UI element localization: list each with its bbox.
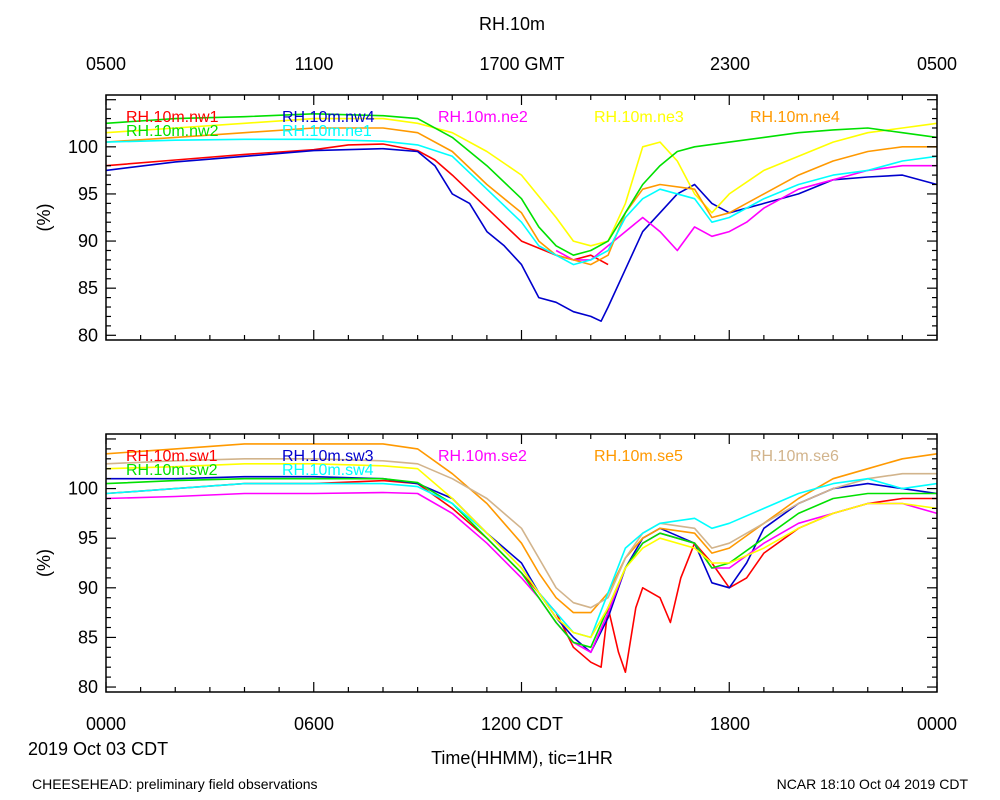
series-line-RH-10m-nw4 [105,147,938,323]
footer-left: CHEESEHEAD: preliminary field observatio… [32,776,318,792]
y-tick-label: 100 [68,137,98,157]
x-ticks [105,434,938,692]
legend: RH.10m.nw1 RH.10m.nw4 RH.10m.ne2 RH.10m.ne3… [126,109,840,140]
series-line-RH-10m-sw2 [105,477,937,649]
bottom-axis-label: 0000 [86,714,126,734]
y-tick-label: 80 [78,677,98,697]
y-tick-label: 95 [78,184,98,204]
y-axis: 80 85 90 95 100 (%) [34,438,937,697]
series-line-RH-10m-ne3 [105,117,938,247]
series-line-RH-10m-sw3 [106,475,938,654]
y-axis-title: (%) [34,204,54,232]
x-axis-title: Time(HHMM), tic=1HR [431,748,613,768]
legend-entry: RH.10m.ne4 [750,109,840,126]
legend-entry: RH.10m.sw2 [126,462,218,479]
series-line-RH-10m-se2 [105,491,938,654]
y-tick-label: 90 [78,578,98,598]
legend-entry: RH.10m.nw1 [126,109,219,126]
legend: RH.10m.sw1 RH.10m.sw3 RH.10m.se2 RH.10m.se5… [126,448,839,479]
y-tick-label: 95 [78,528,98,548]
series-line-RH-10m-se6 [105,457,937,609]
series-line-RH-10m-sw1 [105,479,937,674]
legend-entry: RH.10m.ne2 [438,109,528,126]
bottom-axis-label: 0000 [917,714,957,734]
top-axis-label: 1100 [295,54,334,74]
series-line-RH-10m-se3 [105,462,938,639]
footer-right: NCAR 18:10 Oct 04 2019 CDT [777,776,969,792]
legend-entry: RH.10m.sw1 [126,448,218,465]
bottom-axis-label: 1200 CDT [481,714,563,734]
legend-entry: RH.10m.ne3 [594,109,684,126]
series-line-RH-10m-ne2 [555,164,937,261]
y-tick-label: 90 [78,231,98,251]
legend-entry: RH.10m.nw2 [126,123,219,140]
legend-entry: RH.10m.sw3 [282,448,374,465]
series-lines [105,443,938,674]
top-axis-label: 2300 [710,54,750,74]
y-axis-title: (%) [34,549,54,577]
legend-entry: RH.10m.nw4 [282,109,375,126]
bottom-axis-label: 0600 [294,714,334,734]
series-lines [105,113,938,323]
y-tick-label: 80 [78,325,98,345]
series-line-RH-10m-ne4 [105,127,937,266]
legend-entry: RH.10m.se6 [750,448,839,465]
top-axis-label: 0500 [917,54,957,74]
x-ticks [105,95,938,340]
series-line-RH-10m-ne1 [105,138,938,266]
bottom-axis-labels: 0000 0600 1200 CDT 1800 0000 [86,714,957,734]
y-tick-label: 100 [68,479,98,499]
y-axis: 80 85 90 95 100 (%) [34,99,937,345]
date-label: 2019 Oct 03 CDT [28,739,168,759]
legend-entry: RH.10m.sw4 [282,462,374,479]
legend-entry: RH.10m.se5 [594,448,683,465]
bottom-axis-label: 1800 [710,714,750,734]
legend-entry: RH.10m.ne1 [282,123,372,140]
top-axis-label: 0500 [86,54,126,74]
y-tick-label: 85 [78,627,98,647]
y-tick-label: 85 [78,278,98,298]
chart-title: RH.10m [479,14,545,34]
top-axis-label: 1700 GMT [479,54,564,74]
series-line-RH-10m-sw4 [105,477,938,639]
series-line-RH-10m-nw2 [105,113,938,256]
top-axis-labels: 0500 1100 1700 GMT 2300 0500 [86,54,957,74]
legend-entry: RH.10m.se2 [438,448,527,465]
